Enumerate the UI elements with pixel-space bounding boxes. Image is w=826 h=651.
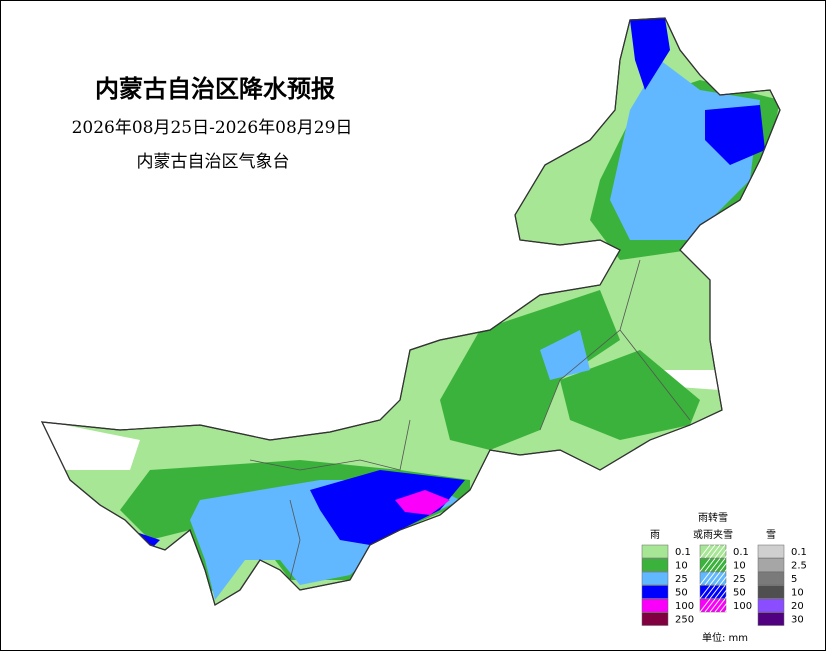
legend-hatch: [724, 571, 736, 586]
legend-label: 25: [675, 574, 688, 585]
legend-label: 0.1: [791, 547, 807, 558]
unit: 单位: mm: [702, 631, 748, 644]
legend-hatch: [724, 558, 736, 572]
legend-swatch: [641, 598, 669, 613]
legend-hatch: [709, 544, 721, 559]
legend-label: 250: [675, 615, 694, 626]
legend-label: 10: [791, 588, 804, 599]
date-range: 2026年08月25日-2026年08月29日: [72, 118, 353, 138]
legend-hatch: [709, 571, 721, 586]
legend-group-title: 雪: [766, 529, 776, 541]
legend-hatch: [719, 598, 731, 613]
legend-hatch: [704, 585, 716, 599]
legend-hatch: [714, 558, 726, 572]
legend-swatch: [641, 558, 669, 572]
legend-hatch: [714, 598, 726, 613]
legend-group-title: 雨转雪: [698, 511, 728, 524]
legend-hatch: [709, 558, 721, 572]
legend-label: 30: [791, 615, 804, 626]
legend-hatch: [724, 598, 736, 613]
legend-label: 25: [733, 574, 746, 585]
legend-hatch: [704, 558, 716, 572]
legend-hatch: [699, 544, 711, 559]
legend-hatch: [714, 544, 726, 559]
legend-swatch: [757, 544, 785, 559]
legend-hatch: [709, 585, 721, 599]
title: 内蒙古自治区降水预报: [95, 75, 335, 103]
district-borders: [249, 259, 691, 581]
legend-swatch: [757, 612, 785, 626]
legend-hatch: [714, 585, 726, 599]
legend-swatch: [641, 571, 669, 586]
legend-hatch: [699, 598, 711, 613]
legend-swatch: [641, 612, 669, 626]
legend-label: 2.5: [791, 561, 807, 572]
legend-swatch: [757, 571, 785, 586]
legend-swatch: [757, 598, 785, 613]
legend-label: 50: [733, 588, 746, 599]
legend-hatch: [704, 598, 716, 613]
legend-label: 10: [675, 561, 688, 572]
legend-swatch: [699, 598, 727, 613]
legend-hatch: [704, 571, 716, 586]
legend-label: 50: [675, 588, 688, 599]
legend-hatch: [719, 544, 731, 559]
legend-hatch: [704, 544, 716, 559]
legend-swatch: [699, 558, 727, 572]
legend-group-title: 雨: [650, 530, 660, 541]
legend-hatch: [719, 558, 731, 572]
legend-swatch: [699, 571, 727, 586]
legend-swatch: [757, 585, 785, 599]
legend-label: 100: [733, 601, 752, 612]
legend-hatch: [719, 571, 731, 586]
legend-label: 0.1: [733, 547, 749, 558]
region-border: [40, 17, 781, 606]
legend-hatch: [724, 585, 736, 599]
legend-group-title: 或雨夹雪: [693, 528, 733, 541]
issuer: 内蒙古自治区气象台: [137, 152, 290, 172]
legend-hatch: [699, 571, 711, 586]
legend-hatch: [714, 571, 726, 586]
legend-swatch: [699, 585, 727, 599]
legend-hatch: [699, 558, 711, 572]
legend-hatch: [699, 585, 711, 599]
legend-label: 5: [791, 574, 797, 585]
legend-hatch: [724, 544, 736, 559]
legend-label: 0.1: [675, 547, 691, 558]
legend-swatch: [641, 544, 669, 559]
legend-swatch: [757, 558, 785, 572]
legend-swatch: [699, 544, 727, 559]
legend-hatch: [719, 585, 731, 599]
legend-label: 100: [675, 601, 694, 612]
legend-label: 20: [791, 601, 804, 612]
legend-label: 10: [733, 561, 746, 572]
legend-swatch: [641, 585, 669, 599]
legend-hatch: [709, 598, 721, 613]
